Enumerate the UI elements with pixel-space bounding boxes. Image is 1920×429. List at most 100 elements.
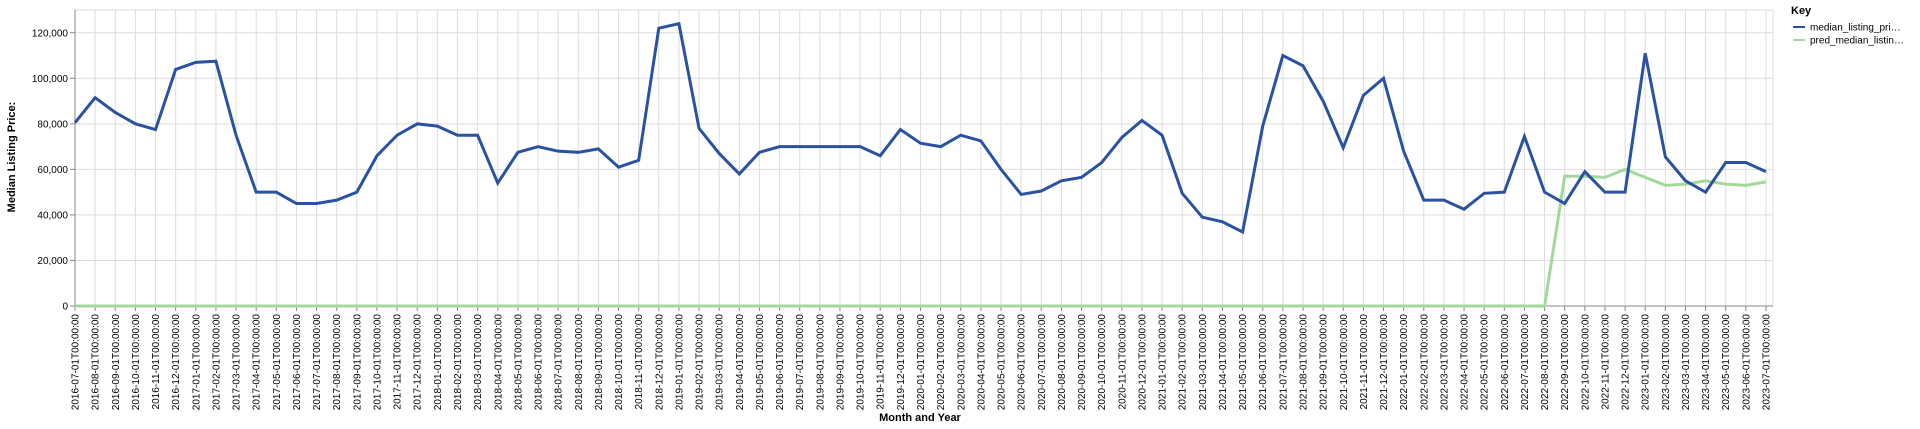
x-tick-label: 2018-04-01T00:00:00 [493,314,504,411]
x-tick-label: 2023-07-01T00:00:00 [1762,314,1773,411]
x-tick-label: 2022-08-01T00:00:00 [1540,314,1551,411]
x-tick-label: 2021-09-01T00:00:00 [1319,314,1330,411]
x-axis: 2016-07-01T00:00:00 2016-08-01T00:00:00 20… [71,305,1773,411]
x-tick-label: 2017-02-01T00:00:00 [211,314,222,411]
x-tick-label: 2019-11-01T00:00:00 [876,314,887,410]
x-tick-label: 2016-07-01T00:00:00 [71,314,82,411]
x-tick-label: 2021-11-01T00:00:00 [1359,314,1370,410]
x-tick-label: 2022-02-01T00:00:00 [1419,314,1430,411]
x-tick-label: 2022-07-01T00:00:00 [1520,314,1531,411]
x-tick-label: 2017-06-01T00:00:00 [292,314,303,411]
x-tick-label: 2020-09-01T00:00:00 [1077,314,1088,411]
x-tick-label: 2017-09-01T00:00:00 [352,314,363,411]
x-tick-label: 2017-04-01T00:00:00 [252,314,263,411]
x-tick-label: 2018-03-01T00:00:00 [473,314,484,411]
x-tick-label: 2019-12-01T00:00:00 [896,314,907,411]
y-tick-label: 20,000 [37,256,68,267]
x-tick-label: 2018-09-01T00:00:00 [594,314,605,411]
x-tick-label: 2021-02-01T00:00:00 [1178,314,1189,411]
x-tick-label: 2023-05-01T00:00:00 [1721,314,1732,411]
x-tick-label: 2016-11-01T00:00:00 [151,314,162,410]
x-tick-label: 2021-10-01T00:00:00 [1339,314,1350,411]
x-tick-label: 2018-05-01T00:00:00 [513,314,524,411]
y-tick-label: 60,000 [37,165,68,176]
x-tick-label: 2018-07-01T00:00:00 [554,314,565,411]
x-tick-label: 2019-01-01T00:00:00 [674,314,685,411]
x-tick-label: 2017-05-01T00:00:00 [272,314,283,411]
x-tick-label: 2018-01-01T00:00:00 [433,314,444,411]
y-axis-title: Median Listing Price: [6,102,18,213]
x-tick-label: 2022-01-01T00:00:00 [1399,314,1410,411]
x-tick-label: 2020-03-01T00:00:00 [956,314,967,411]
x-tick-label: 2020-12-01T00:00:00 [1137,314,1148,411]
y-tick-label: 0 [62,302,68,313]
x-tick-label: 2019-05-01T00:00:00 [755,314,766,411]
x-tick-label: 2020-04-01T00:00:00 [976,314,987,411]
x-tick-label: 2022-03-01T00:00:00 [1439,314,1450,411]
x-tick-label: 2020-06-01T00:00:00 [1017,314,1028,411]
x-tick-label: 2020-05-01T00:00:00 [997,314,1008,411]
legend: Key median_listing_pri… pred_median_listi… [1791,5,1904,47]
x-tick-label: 2021-04-01T00:00:00 [1218,314,1229,411]
x-tick-label: 2021-07-01T00:00:00 [1278,314,1289,411]
x-tick-label: 2019-03-01T00:00:00 [715,314,726,411]
x-tick-label: 2018-10-01T00:00:00 [614,314,625,411]
x-tick-label: 2023-04-01T00:00:00 [1701,314,1712,411]
x-tick-label: 2021-08-01T00:00:00 [1298,314,1309,411]
x-tick-label: 2020-02-01T00:00:00 [936,314,947,411]
x-tick-label: 2020-07-01T00:00:00 [1037,314,1048,411]
x-axis-title: Month and Year [879,412,961,424]
x-tick-label: 2022-06-01T00:00:00 [1500,314,1511,411]
x-tick-label: 2019-08-01T00:00:00 [815,314,826,411]
x-tick-label: 2020-01-01T00:00:00 [916,314,927,411]
x-tick-label: 2022-04-01T00:00:00 [1460,314,1471,411]
x-tick-label: 2019-10-01T00:00:00 [856,314,867,411]
x-tick-label: 2018-02-01T00:00:00 [453,314,464,411]
x-tick-label: 2021-03-01T00:00:00 [1198,314,1209,411]
x-tick-label: 2019-07-01T00:00:00 [795,314,806,411]
y-tick-label: 80,000 [37,119,68,130]
gridlines [74,9,1774,307]
x-tick-label: 2019-06-01T00:00:00 [775,314,786,411]
x-tick-label: 2018-11-01T00:00:00 [634,314,645,410]
x-tick-label: 2022-09-01T00:00:00 [1560,314,1571,411]
x-tick-label: 2020-10-01T00:00:00 [1097,314,1108,411]
x-tick-label: 2017-07-01T00:00:00 [312,314,323,411]
x-tick-label: 2021-01-01T00:00:00 [1158,314,1169,411]
x-tick-label: 2022-10-01T00:00:00 [1580,314,1591,411]
x-tick-label: 2019-04-01T00:00:00 [735,314,746,411]
x-tick-label: 2021-12-01T00:00:00 [1379,314,1390,411]
x-tick-label: 2016-09-01T00:00:00 [111,314,122,411]
x-tick-label: 2017-12-01T00:00:00 [413,314,424,411]
legend-label: median_listing_pri… [1810,23,1901,34]
x-tick-label: 2018-12-01T00:00:00 [654,314,665,411]
series-line [75,167,1767,308]
x-tick-label: 2017-03-01T00:00:00 [232,314,243,411]
y-tick-label: 100,000 [32,74,69,85]
x-tick-label: 2022-11-01T00:00:00 [1600,314,1611,410]
x-tick-label: 2021-05-01T00:00:00 [1238,314,1249,411]
x-tick-label: 2017-10-01T00:00:00 [372,314,383,411]
x-tick-label: 2023-02-01T00:00:00 [1661,314,1672,411]
x-tick-label: 2016-10-01T00:00:00 [131,314,142,411]
x-tick-label: 2020-11-01T00:00:00 [1117,314,1128,410]
x-tick-label: 2022-12-01T00:00:00 [1621,314,1632,411]
x-tick-label: 2017-01-01T00:00:00 [191,314,202,411]
x-tick-label: 2020-08-01T00:00:00 [1057,314,1068,411]
x-tick-label: 2023-01-01T00:00:00 [1641,314,1652,411]
x-tick-label: 2021-06-01T00:00:00 [1258,314,1269,411]
series-line [73,21,1767,235]
x-tick-label: 2016-08-01T00:00:00 [91,314,102,411]
x-tick-label: 2023-03-01T00:00:00 [1681,314,1692,411]
x-tick-label: 2017-11-01T00:00:00 [393,314,404,410]
y-tick-label: 120,000 [32,28,69,39]
x-tick-label: 2017-08-01T00:00:00 [332,314,343,411]
x-tick-label: 2022-05-01T00:00:00 [1480,314,1491,411]
x-tick-label: 2023-06-01T00:00:00 [1741,314,1752,411]
x-tick-label: 2019-09-01T00:00:00 [835,314,846,411]
legend-title: Key [1791,5,1812,17]
y-axis: 0 20,000 40,000 60,000 80,000 100,000 120,000 [32,10,76,313]
series-lines [73,21,1767,308]
x-tick-label: 2018-06-01T00:00:00 [534,314,545,411]
